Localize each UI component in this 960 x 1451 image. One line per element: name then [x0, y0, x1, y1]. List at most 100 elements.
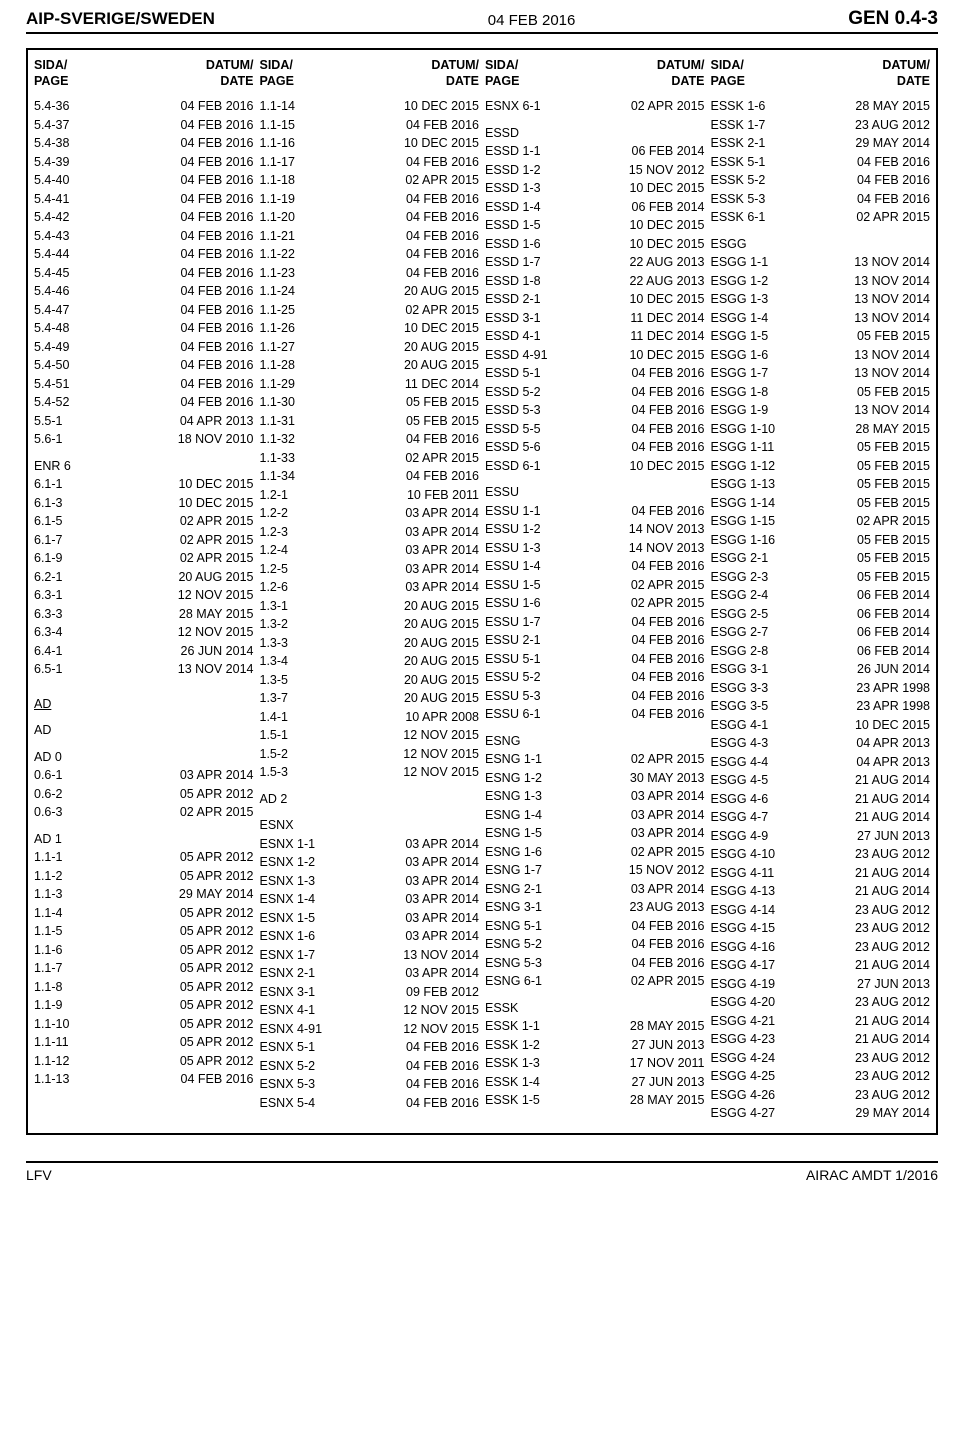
- column-1: SIDA/ PAGEDATUM/ DATE5.4-3604 FEB 20165.…: [34, 58, 254, 1123]
- table-row: ESGG 3-126 JUN 2014: [711, 660, 931, 679]
- date-cell: 11 DEC 2014: [630, 309, 704, 328]
- column-3: SIDA/ PAGEDATUM/ DATEESNX 6-102 APR 2015…: [485, 58, 705, 1123]
- table-row: ESSU 1-214 NOV 2013: [485, 520, 705, 539]
- date-cell: 02 APR 2015: [180, 512, 254, 531]
- page-cell: 5.4-45: [34, 264, 69, 283]
- page-cell: ESGG 1-14: [711, 494, 776, 513]
- section-text: ESSK: [485, 999, 518, 1018]
- date-cell: 14 NOV 2013: [629, 539, 705, 558]
- section-text: ESNX: [260, 816, 294, 835]
- page-cell: ESGG 4-10: [711, 845, 776, 864]
- page-cell: ESGG 1-12: [711, 457, 776, 476]
- page-cell: 1.1-28: [260, 356, 295, 375]
- page-cell: ESSD 2-1: [485, 290, 541, 309]
- page-cell: ESNX 5-2: [260, 1057, 316, 1076]
- gap: [485, 724, 705, 732]
- page-cell: ESSD 1-1: [485, 142, 541, 161]
- date-cell: 13 NOV 2014: [403, 946, 479, 965]
- page-cell: ESGG 1-11: [711, 438, 775, 457]
- date-cell: 04 FEB 2016: [181, 190, 254, 209]
- page-cell: ESGG 4-1: [711, 716, 769, 735]
- column-4: SIDA/ PAGEDATUM/ DATEESSK 1-628 MAY 2015…: [711, 58, 931, 1123]
- table-row: 1.1-505 APR 2012: [34, 922, 254, 941]
- date-cell: 21 AUG 2014: [855, 808, 930, 827]
- table-row: 1.1-2420 AUG 2015: [260, 282, 480, 301]
- date-cell: 05 APR 2012: [180, 785, 254, 804]
- table-row: ESSD 5-304 FEB 2016: [485, 401, 705, 420]
- table-row: 5.4-4604 FEB 2016: [34, 282, 254, 301]
- table-row: ESSK 5-104 FEB 2016: [711, 153, 931, 172]
- date-cell: 05 FEB 2015: [857, 531, 930, 550]
- section-label: AD 0: [34, 748, 254, 767]
- date-cell: 04 FEB 2016: [406, 1075, 479, 1094]
- section-label: AD 1: [34, 830, 254, 849]
- page-cell: 1.1-24: [260, 282, 295, 301]
- date-cell: 10 DEC 2015: [404, 97, 479, 116]
- table-row: ESGG 4-1927 JUN 2013: [711, 975, 931, 994]
- table-row: ESNX 1-503 APR 2014: [260, 909, 480, 928]
- table-row: ESSK 2-129 MAY 2014: [711, 134, 931, 153]
- header-page: SIDA/ PAGE: [260, 58, 295, 89]
- page-cell: ESGG 1-13: [711, 475, 776, 494]
- date-cell: 10 DEC 2015: [404, 134, 479, 153]
- header-date: DATUM/ DATE: [431, 58, 479, 89]
- gap: [34, 713, 254, 721]
- page-cell: 5.4-47: [34, 301, 69, 320]
- date-cell: 23 APR 1998: [856, 697, 930, 716]
- page-cell: ESSD 5-1: [485, 364, 541, 383]
- header-page: SIDA/ PAGE: [34, 58, 69, 89]
- table-row: ESSU 5-104 FEB 2016: [485, 650, 705, 669]
- table-row: ESNG 1-715 NOV 2012: [485, 861, 705, 880]
- table-row: ESGG 3-323 APR 1998: [711, 679, 931, 698]
- table-row: 1.1-105 APR 2012: [34, 848, 254, 867]
- date-cell: 23 AUG 2012: [855, 993, 930, 1012]
- page-cell: 1.2-4: [260, 541, 289, 560]
- table-row: 5.4-3804 FEB 2016: [34, 134, 254, 153]
- date-cell: 04 APR 2013: [180, 412, 254, 431]
- date-cell: 28 MAY 2015: [855, 97, 930, 116]
- date-cell: 04 FEB 2016: [181, 319, 254, 338]
- page-cell: ESSK 6-1: [711, 208, 766, 227]
- page-cell: 1.1-31: [260, 412, 295, 431]
- page-cell: ESGG 4-7: [711, 808, 769, 827]
- table-row: ESSU 2-104 FEB 2016: [485, 631, 705, 650]
- date-cell: 03 APR 2014: [405, 523, 479, 542]
- page-cell: ESGG 4-5: [711, 771, 769, 790]
- table-row: 1.1-805 APR 2012: [34, 978, 254, 997]
- table-row: 5.4-4204 FEB 2016: [34, 208, 254, 227]
- gap: [34, 679, 254, 687]
- page-cell: 6.1-5: [34, 512, 63, 531]
- page-cell: ESSU 5-3: [485, 687, 541, 706]
- page-cell: 1.2-5: [260, 560, 289, 579]
- table-row: 1.2-110 FEB 2011: [260, 486, 480, 505]
- page-cell: 1.1-3: [34, 885, 63, 904]
- page-cell: 5.4-51: [34, 375, 69, 394]
- date-cell: 13 NOV 2014: [854, 346, 930, 365]
- date-cell: 21 AUG 2014: [855, 1030, 930, 1049]
- section-text: AD: [34, 721, 51, 740]
- page-cell: ESGG 3-1: [711, 660, 769, 679]
- table-row: ESSU 6-104 FEB 2016: [485, 705, 705, 724]
- date-cell: 03 APR 2014: [405, 890, 479, 909]
- page-cell: ESSK 5-1: [711, 153, 766, 172]
- page-cell: ESSD 5-6: [485, 438, 541, 457]
- date-cell: 10 FEB 2011: [407, 486, 479, 505]
- page-cell: ESNX 1-5: [260, 909, 316, 928]
- table-row: 1.1-2911 DEC 2014: [260, 375, 480, 394]
- page-cell: 1.1-23: [260, 264, 295, 283]
- table-row: 0.6-103 APR 2014: [34, 766, 254, 785]
- page-cell: ESGG 4-25: [711, 1067, 776, 1086]
- table-row: 5.4-3904 FEB 2016: [34, 153, 254, 172]
- table-row: ESNX 1-303 APR 2014: [260, 872, 480, 891]
- table-row: ESGG 4-1623 AUG 2012: [711, 938, 931, 957]
- page-cell: ESGG 2-8: [711, 642, 769, 661]
- table-row: ESNX 6-102 APR 2015: [485, 97, 705, 116]
- date-cell: 06 FEB 2014: [857, 642, 930, 661]
- table-row: ESGG 1-713 NOV 2014: [711, 364, 931, 383]
- date-cell: 28 MAY 2015: [855, 420, 930, 439]
- table-row: ESNX 5-204 FEB 2016: [260, 1057, 480, 1076]
- table-row: ESSD 5-104 FEB 2016: [485, 364, 705, 383]
- table-row: ESSU 1-704 FEB 2016: [485, 613, 705, 632]
- table-row: ESGG 1-1028 MAY 2015: [711, 420, 931, 439]
- section-label: AD 2: [260, 790, 480, 809]
